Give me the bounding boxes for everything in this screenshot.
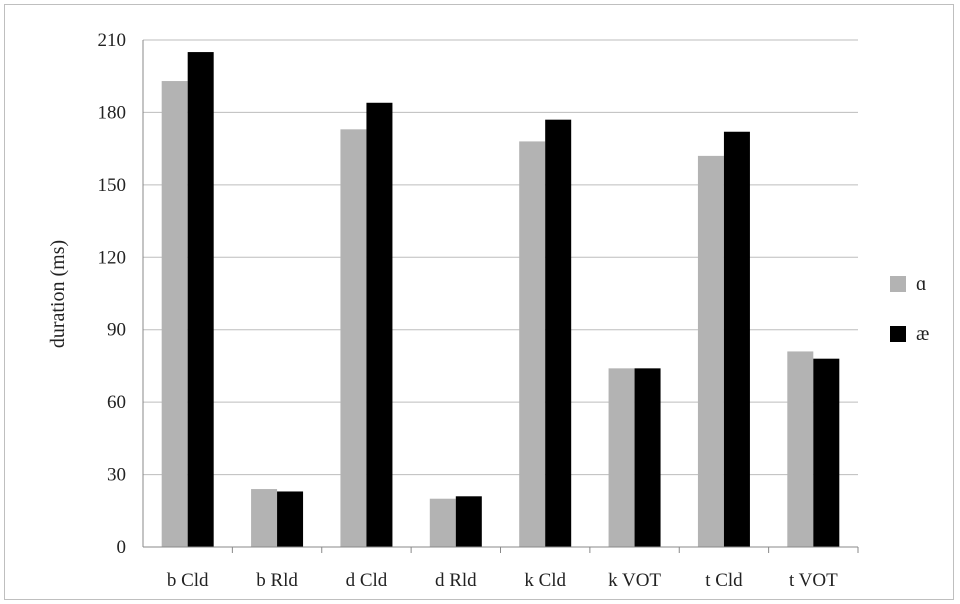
bar-t-cld-series-2 — [723, 131, 750, 547]
bar-d-cld-series-2 — [366, 102, 393, 548]
x-tick-label: t VOT — [789, 570, 838, 591]
y-tick-label: 0 — [117, 537, 127, 558]
bar-d-cld-series-1 — [340, 129, 367, 548]
y-tick-label: 30 — [107, 465, 126, 486]
x-tick-label: b Rld — [256, 570, 298, 591]
y-tick-label: 210 — [98, 30, 127, 51]
legend-swatch-1 — [890, 276, 906, 292]
legend-swatch-2 — [890, 326, 906, 342]
bar-k-vot-series-1 — [608, 368, 635, 547]
y-tick-label: 90 — [107, 320, 126, 341]
bar-t-vot-series-1 — [787, 351, 814, 547]
bar-k-cld-series-1 — [519, 141, 546, 547]
y-tick-labels: 0 30 60 90 120 150 180 210 — [98, 30, 127, 558]
bar-b-rld-series-2 — [277, 491, 304, 547]
bar-b-cld-series-1 — [161, 81, 188, 548]
x-tick-label: d Rld — [435, 570, 477, 591]
bar-k-cld-series-2 — [545, 119, 572, 548]
y-tick-label: 120 — [98, 247, 127, 268]
x-tick-label: t Cld — [705, 570, 743, 591]
x-tick-labels: b Cld b Rld d Cld d Rld k Cld k VOT t Cld t VOT — [167, 570, 838, 591]
x-tick-label: k Cld — [524, 570, 566, 591]
y-axis-title: duration (ms) — [47, 240, 69, 348]
bar-d-rld-series-1 — [429, 498, 456, 547]
y-tick-label: 60 — [107, 392, 126, 413]
x-tick-label: k VOT — [608, 570, 661, 591]
bar-b-cld-series-2 — [187, 52, 214, 547]
x-tick-label: d Cld — [346, 570, 388, 591]
bars — [161, 52, 840, 548]
bar-k-vot-series-2 — [634, 368, 661, 547]
legend: ɑæ — [890, 273, 929, 345]
gridlines — [143, 39, 858, 476]
legend-label-2: æ — [916, 323, 929, 345]
bar-b-rld-series-1 — [251, 489, 278, 547]
x-tick-label: b Cld — [167, 570, 209, 591]
bar-d-rld-series-2 — [455, 496, 482, 547]
legend-label-1: ɑ — [916, 273, 926, 295]
axes — [142, 40, 859, 553]
y-tick-label: 180 — [98, 102, 127, 123]
bar-t-vot-series-2 — [813, 358, 840, 547]
bar-t-cld-series-1 — [697, 155, 724, 547]
y-tick-label: 150 — [98, 175, 127, 196]
